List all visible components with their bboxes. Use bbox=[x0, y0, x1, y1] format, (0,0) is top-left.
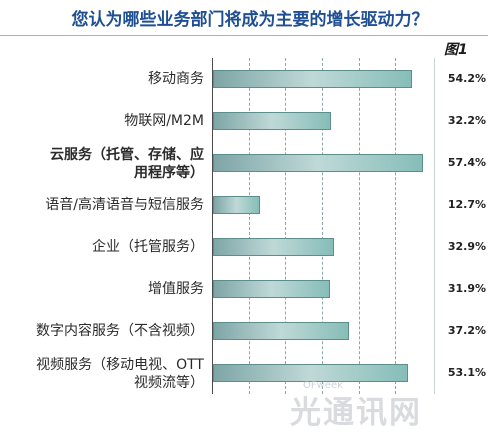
value-label-5: 32.9% bbox=[447, 240, 486, 253]
figure-label: 图1 bbox=[444, 42, 468, 58]
value-column-border bbox=[434, 58, 435, 394]
value-label-2: 32.2% bbox=[447, 114, 486, 127]
category-label-line-3-2: 用程序等） bbox=[134, 165, 204, 181]
value-label-4: 12.7% bbox=[447, 198, 486, 211]
title-underline bbox=[0, 35, 488, 36]
category-label-line-3-1: 云服务（托管、存储、应 bbox=[50, 147, 204, 163]
category-label-3: 云服务（托管、存储、应用程序等） bbox=[14, 146, 204, 182]
bar-3 bbox=[213, 154, 424, 172]
grid-line-1 bbox=[248, 58, 250, 394]
value-label-8: 53.1% bbox=[447, 366, 486, 379]
bar-8 bbox=[213, 364, 408, 382]
value-label-3: 57.4% bbox=[447, 156, 486, 169]
category-label-line-8-2: 视频流等） bbox=[134, 375, 204, 391]
category-label-6: 增值服务 bbox=[148, 281, 204, 297]
bar-7 bbox=[213, 322, 350, 340]
bar-6 bbox=[213, 280, 330, 298]
value-label-7: 37.2% bbox=[447, 324, 486, 337]
bar-2 bbox=[213, 112, 332, 130]
category-label-7: 数字内容服务（不含视频） bbox=[36, 323, 204, 339]
bar-5 bbox=[213, 238, 334, 256]
grid-line-2 bbox=[285, 58, 287, 394]
value-label-1: 54.2% bbox=[447, 72, 486, 85]
category-label-5: 企业（托管服务） bbox=[92, 239, 204, 255]
category-label-1: 移动商务 bbox=[148, 71, 204, 87]
category-axis bbox=[212, 58, 213, 394]
bar-1 bbox=[213, 70, 412, 88]
grid-line-4 bbox=[358, 58, 360, 394]
category-label-2: 物联网/M2M bbox=[124, 113, 204, 129]
bar-4 bbox=[213, 196, 260, 214]
category-label-line-8-1: 视频服务（移动电视、OTT bbox=[36, 357, 204, 373]
category-label-8: 视频服务（移动电视、OTT 视频流等） bbox=[14, 356, 204, 392]
grid-line-3 bbox=[322, 58, 323, 394]
category-label-4: 语音/高清语音与短信服务 bbox=[45, 197, 204, 213]
chart-title: 您认为哪些业务部门将成为主要的增长驱动力？ bbox=[71, 10, 429, 30]
value-label-6: 31.9% bbox=[447, 282, 486, 295]
plot-area: 移动商务 54.2% 物联网/M2M 32.2% 云服务（托管、存储、应用程序等） 57.… bbox=[0, 58, 500, 435]
grid-line-5 bbox=[395, 58, 397, 394]
